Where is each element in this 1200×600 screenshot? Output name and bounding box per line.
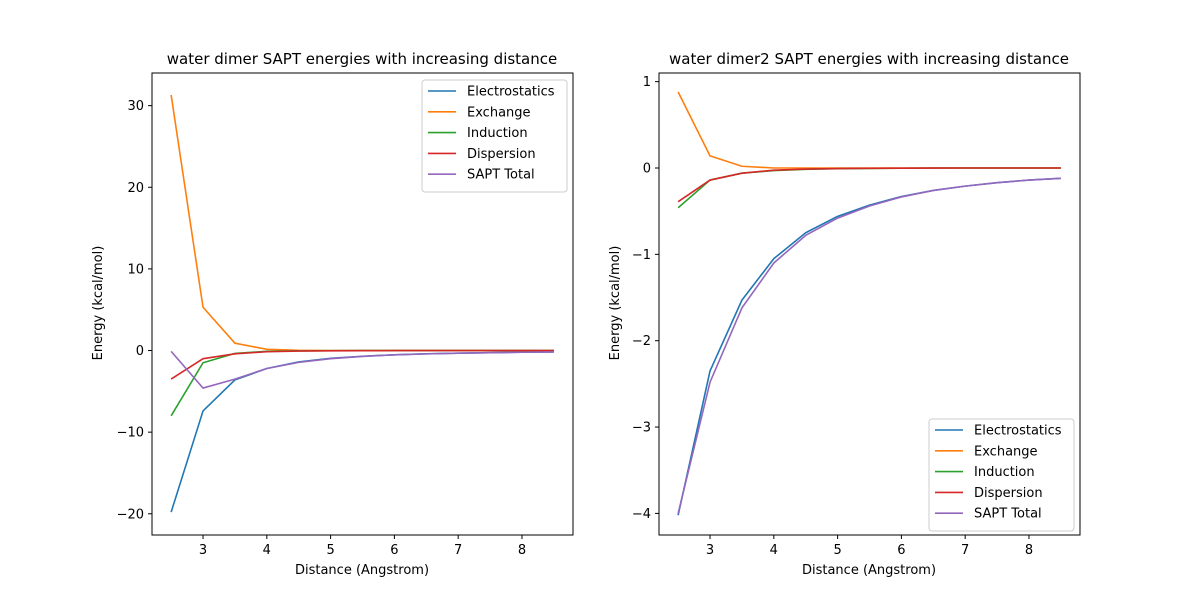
series-line-dispersion [170,349,554,380]
legend-label: Induction [974,465,1035,480]
legend-label: Dispersion [467,147,536,162]
x-tick-label: 3 [199,543,207,558]
y-tick-label: −2 [632,334,651,349]
x-tick-label: 7 [454,543,462,558]
chart-title: water dimer2 SAPT energies with increasi… [669,50,1069,68]
y-tick-label: 10 [127,262,144,277]
x-tick-label: 5 [833,543,841,558]
legend-label: Dispersion [974,486,1043,501]
x-tick-label: 3 [706,543,714,558]
y-axis-label: Energy (kcal/mol) [608,246,623,361]
chart-title: water dimer SAPT energies with increasin… [167,50,557,68]
legend-label: Electrostatics [467,85,555,100]
legend-label: Exchange [467,105,531,120]
chart-left: water dimer SAPT energies with increasin… [91,50,574,578]
series-line-sapt-total [677,177,1061,514]
y-tick-label: 0 [643,161,651,176]
x-tick-label: 4 [263,543,271,558]
legend-label: Induction [467,126,528,141]
x-tick-label: 6 [390,543,398,558]
legend: Electrostatics Exchange Induction Dispersio… [421,79,568,193]
y-tick-label: −1 [632,248,651,263]
series-line-dispersion [677,167,1061,203]
legend-box [928,418,1075,532]
y-tick-label: −3 [632,421,651,436]
legend-label: SAPT Total [467,168,535,183]
x-tick-label: 8 [518,543,526,558]
chart-right: water dimer2 SAPT energies with increasi… [608,50,1081,578]
y-tick-label: 20 [127,181,144,196]
y-tick-label: 0 [136,344,144,359]
x-tick-label: 5 [326,543,334,558]
y-axis-label: Energy (kcal/mol) [91,246,106,361]
y-tick-label: −4 [632,507,651,522]
y-tick-label: 30 [127,99,144,114]
y-tick-label: 1 [643,75,651,90]
legend-label: Exchange [974,444,1038,459]
x-tick-label: 8 [1025,543,1033,558]
y-tick-label: −20 [117,507,144,522]
legend: Electrostatics Exchange Induction Dispersio… [928,418,1075,532]
x-tick-label: 4 [770,543,778,558]
x-axis-label: Distance (Angstrom) [802,563,936,578]
legend-box [421,79,568,193]
x-tick-label: 7 [961,543,969,558]
y-tick-label: −10 [117,426,144,441]
legend-label: SAPT Total [974,507,1042,522]
series-line-sapt-total [170,350,554,389]
x-axis-label: Distance (Angstrom) [295,563,429,578]
legend-label: Electrostatics [974,424,1062,439]
x-tick-label: 6 [897,543,905,558]
